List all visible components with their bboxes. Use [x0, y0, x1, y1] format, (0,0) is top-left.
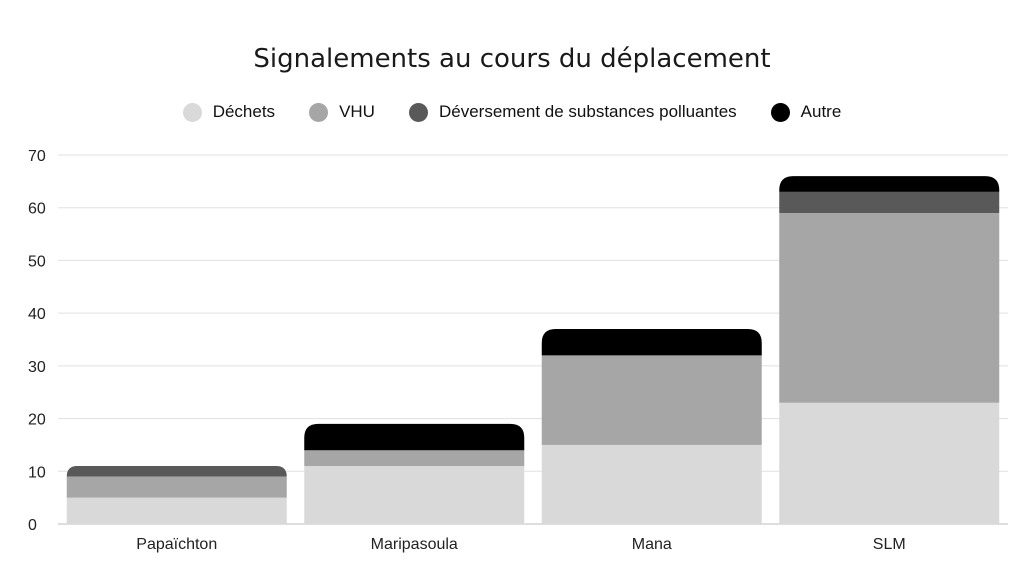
bar-segment-autre[interactable]	[304, 423, 525, 451]
bar-stack[interactable]	[779, 176, 1000, 524]
x-tick-label: Maripasoula	[371, 536, 458, 553]
bar-segment-deversement[interactable]	[779, 191, 1000, 213]
bar-segment-dechets[interactable]	[779, 402, 1000, 524]
y-tick-label: 20	[28, 412, 46, 429]
legend-label-dechets: Déchets	[212, 102, 276, 121]
bar-segment-autre[interactable]	[779, 176, 1000, 192]
bar-segment-vhu[interactable]	[66, 476, 287, 498]
bar-segment-vhu[interactable]	[541, 355, 762, 445]
legend-swatch-dechets	[182, 102, 202, 122]
x-tick-label: SLM	[873, 536, 906, 553]
bar-segment-vhu[interactable]	[304, 450, 525, 467]
bar-segment-autre[interactable]	[541, 328, 762, 356]
bar-segment-vhu[interactable]	[779, 212, 1000, 403]
y-tick-label: 0	[28, 517, 37, 534]
legend-item-deversement[interactable]: Déversement de substances polluantes	[408, 102, 737, 122]
bars	[66, 176, 1000, 524]
bar-segment-dechets[interactable]	[304, 466, 525, 524]
chart-title: Signalements au cours du déplacement	[253, 44, 771, 74]
legend-swatch-deversement	[408, 102, 428, 122]
x-tick-label: Papaïchton	[136, 536, 217, 553]
bar-stack[interactable]	[304, 423, 525, 524]
legend-item-dechets[interactable]: Déchets	[182, 102, 276, 122]
legend-label-vhu: VHU	[339, 102, 375, 121]
y-tick-label: 50	[28, 253, 46, 270]
x-axis: Papaïchton Maripasoula Mana SLM	[136, 536, 905, 553]
bar-segment-deversement[interactable]	[66, 466, 287, 477]
legend-label-autre: Autre	[800, 102, 842, 121]
y-tick-label: 10	[28, 464, 46, 481]
legend-label-deversement: Déversement de substances polluantes	[438, 102, 737, 121]
bar-stack[interactable]	[66, 466, 287, 524]
legend-item-vhu[interactable]: VHU	[309, 102, 375, 122]
y-tick-label: 30	[28, 359, 46, 376]
legend-item-autre[interactable]: Autre	[770, 102, 842, 122]
legend: Déchets VHU Déversement de substances po…	[0, 102, 1024, 122]
bar-stack[interactable]	[541, 328, 762, 524]
bar-segment-dechets[interactable]	[66, 497, 287, 524]
y-tick-label: 60	[28, 201, 46, 218]
y-tick-label: 70	[28, 148, 46, 165]
legend-swatch-autre	[770, 102, 790, 122]
y-tick-label: 40	[28, 306, 46, 323]
legend-swatch-vhu	[309, 102, 329, 122]
bar-segment-dechets[interactable]	[541, 444, 762, 524]
x-tick-label: Mana	[632, 536, 672, 553]
y-axis: 0 10 20 30 40 50 60 70	[28, 148, 46, 534]
